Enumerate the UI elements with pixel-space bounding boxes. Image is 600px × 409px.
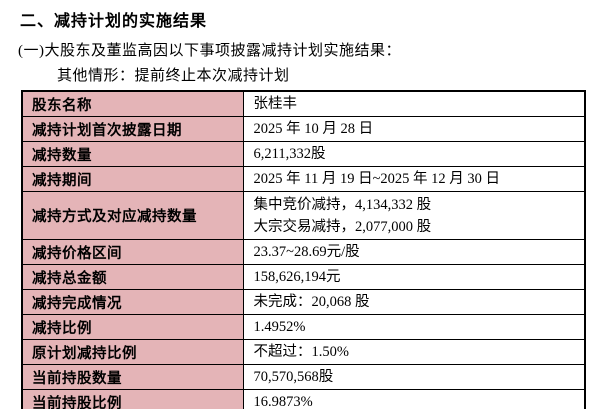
scenario-text: 其他情形：提前终止本次减持计划 [57, 68, 290, 84]
row-value-shareholder-name: 张桂丰 [242, 90, 586, 117]
row-value-reduction-method: 集中竞价减持，4,134,332 股 大宗交易减持，2,077,000 股 [242, 191, 586, 240]
table-row: 减持比例 1.4952% [21, 314, 586, 340]
row-value-price-range: 23.37~28.69元/股 [242, 239, 586, 265]
table-row: 减持价格区间 23.37~28.69元/股 [21, 239, 586, 265]
row-label-shareholder-name: 股东名称 [21, 90, 244, 117]
row-label-reduction-quantity: 减持数量 [21, 141, 244, 167]
table-row: 减持期间 2025 年 11 月 19 日~2025 年 12 月 30 日 [21, 166, 586, 192]
row-value-current-holding-ratio: 16.9873% [242, 389, 586, 409]
table-row: 减持完成情况 未完成：20,068 股 [21, 289, 586, 315]
row-label-completion-status: 减持完成情况 [21, 289, 244, 315]
table-row: 股东名称 张桂丰 [21, 90, 586, 117]
row-value-total-amount: 158,626,194元 [242, 264, 586, 290]
page-title: 二、减持计划的实施结果 [20, 13, 208, 30]
row-label-total-amount: 减持总金额 [21, 264, 244, 290]
row-label-planned-ratio: 原计划减持比例 [21, 339, 244, 365]
table-row: 当前持股比例 16.9873% [21, 389, 586, 409]
row-label-price-range: 减持价格区间 [21, 239, 244, 265]
row-value-current-holding-quantity: 70,570,568股 [242, 364, 586, 390]
row-value-reduction-quantity: 6,211,332股 [242, 141, 586, 167]
row-label-reduction-method: 减持方式及对应减持数量 [21, 191, 244, 240]
row-label-reduction-ratio: 减持比例 [21, 314, 244, 340]
row-value-planned-ratio: 不超过：1.50% [242, 339, 586, 365]
row-label-current-holding-quantity: 当前持股数量 [21, 364, 244, 390]
row-value-reduction-ratio: 1.4952% [242, 314, 586, 340]
table-row: 减持方式及对应减持数量 集中竞价减持，4,134,332 股 大宗交易减持，2,… [21, 191, 586, 240]
reduction-results-table: 股东名称 张桂丰 减持计划首次披露日期 2025 年 10 月 28 日 减持数… [21, 90, 586, 409]
row-label-first-disclosure-date: 减持计划首次披露日期 [21, 116, 244, 142]
table-row: 减持数量 6,211,332股 [21, 141, 586, 167]
row-label-reduction-period: 减持期间 [21, 166, 244, 192]
row-value-first-disclosure-date: 2025 年 10 月 28 日 [242, 116, 586, 142]
section-subtitle: (一)大股东及董监高因以下事项披露减持计划实施结果： [18, 43, 401, 59]
table-row: 原计划减持比例 不超过：1.50% [21, 339, 586, 365]
table-row: 当前持股数量 70,570,568股 [21, 364, 586, 390]
table-row: 减持计划首次披露日期 2025 年 10 月 28 日 [21, 116, 586, 142]
row-value-reduction-period: 2025 年 11 月 19 日~2025 年 12 月 30 日 [242, 166, 586, 192]
table-row: 减持总金额 158,626,194元 [21, 264, 586, 290]
row-value-completion-status: 未完成：20,068 股 [242, 289, 586, 315]
row-label-current-holding-ratio: 当前持股比例 [21, 389, 244, 409]
